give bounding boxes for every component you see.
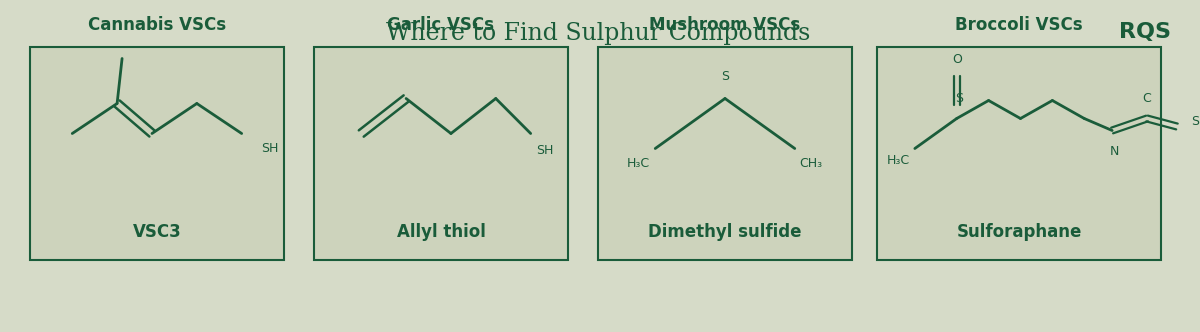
Text: VSC3: VSC3 (132, 223, 181, 241)
Text: Dimethyl sulfide: Dimethyl sulfide (648, 223, 802, 241)
Text: Garlic VSCs: Garlic VSCs (388, 16, 494, 34)
Text: Where to Find Sulphur Compounds: Where to Find Sulphur Compounds (385, 22, 810, 45)
Text: Broccoli VSCs: Broccoli VSCs (955, 16, 1082, 34)
Text: RQS: RQS (1118, 22, 1171, 42)
Text: O: O (952, 52, 961, 65)
FancyBboxPatch shape (598, 47, 852, 260)
FancyBboxPatch shape (877, 47, 1160, 260)
Text: SH: SH (262, 141, 278, 154)
Text: Allyl thiol: Allyl thiol (396, 223, 486, 241)
FancyBboxPatch shape (314, 47, 568, 260)
Text: Sulforaphane: Sulforaphane (956, 223, 1081, 241)
Text: S: S (721, 69, 728, 82)
FancyBboxPatch shape (30, 47, 284, 260)
Text: C: C (1142, 92, 1152, 105)
Text: S: S (1190, 115, 1199, 128)
Text: H₃C: H₃C (628, 156, 650, 170)
Text: Mushroom VSCs: Mushroom VSCs (649, 16, 800, 34)
Text: H₃C: H₃C (887, 153, 910, 167)
Text: N: N (1110, 144, 1118, 157)
Text: Cannabis VSCs: Cannabis VSCs (88, 16, 226, 34)
Text: SH: SH (535, 143, 553, 156)
Text: S: S (955, 92, 962, 105)
Text: CH₃: CH₃ (799, 156, 823, 170)
